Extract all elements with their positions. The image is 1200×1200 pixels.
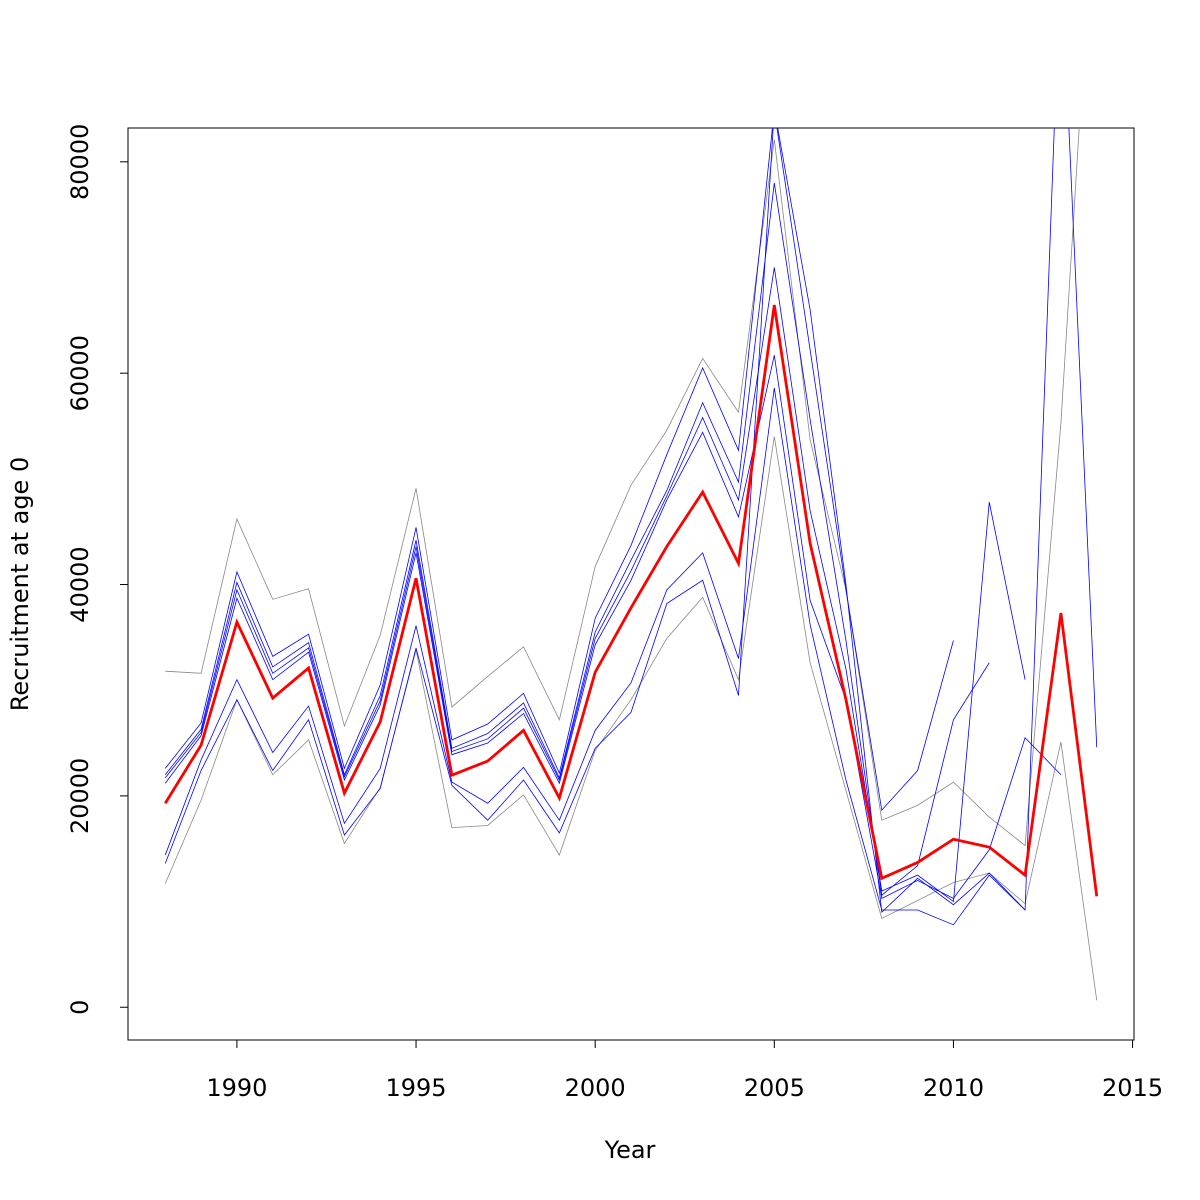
series-line [164, 267, 1026, 903]
y-axis-label: Recruitment at age 0 [6, 457, 34, 711]
series-line [164, 436, 1098, 1001]
series-line [164, 182, 990, 896]
series-line [164, 355, 1062, 899]
x-tick-label: 2005 [744, 1074, 805, 1102]
x-axis-label: Year [604, 1136, 656, 1164]
y-tick-label: 80000 [66, 124, 94, 200]
x-tick-label: 2010 [923, 1074, 984, 1102]
x-tick-label: 1995 [386, 1074, 447, 1102]
plot-box [127, 127, 1135, 1041]
series-line [164, 128, 1098, 926]
y-tick-label: 40000 [66, 546, 94, 622]
series-line [164, 128, 1026, 913]
series-line [165, 128, 1080, 847]
series-line [164, 304, 1099, 897]
lines [164, 128, 1099, 1001]
y-tick-label: 60000 [66, 335, 94, 411]
x-tick-label: 2015 [1102, 1074, 1163, 1102]
series-line [164, 128, 954, 812]
x-tick-label: 1990 [206, 1074, 267, 1102]
y-tick-label: 20000 [66, 758, 94, 834]
y-tick-label: 0 [66, 1000, 94, 1015]
x-tick-label: 2000 [565, 1074, 626, 1102]
